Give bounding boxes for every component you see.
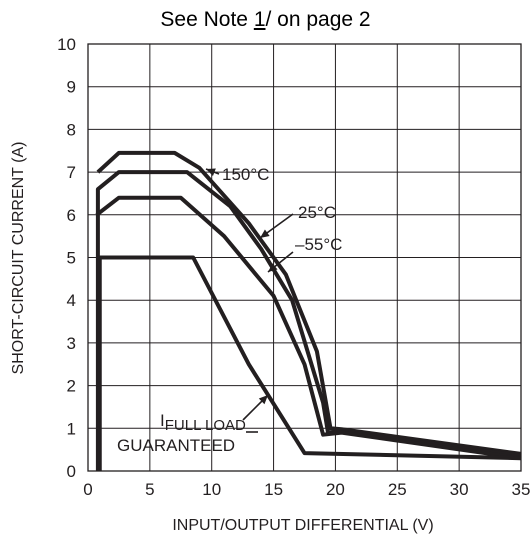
series-55-c [95, 195, 522, 461]
y-tick-label: 3 [67, 334, 76, 353]
x-axis-label: INPUT/OUTPUT DIFFERENTIAL (V) [172, 517, 433, 534]
x-tick-label: 10 [202, 480, 221, 499]
label-ifull-load: IFULL LOAD [160, 411, 246, 434]
chart-note: See Note 1/ on page 2 [0, 8, 531, 32]
series-ifull-load-guaranteed [97, 255, 522, 461]
label-25c: 25°C [298, 203, 336, 222]
series-150-c [96, 150, 522, 456]
arrow-25c [259, 213, 294, 239]
x-tick-label: 20 [326, 480, 345, 499]
y-tick-label: 0 [67, 462, 76, 481]
x-tick-label: 15 [264, 480, 283, 499]
y-axis-label: SHORT-CIRCUIT CURRENT (A) [10, 142, 27, 375]
label-150c: 150°C [222, 165, 269, 184]
arrow-ifull [242, 394, 269, 421]
x-tick-label: 30 [450, 480, 469, 499]
annotations: 150°C 25°C –55°C IFULL LOAD GUARANTEED [117, 165, 342, 455]
y-tick-label: 4 [67, 291, 76, 310]
y-tick-label: 1 [67, 419, 76, 438]
series-curves [95, 150, 522, 471]
plot-frame [87, 43, 522, 472]
x-tick-label: 25 [388, 480, 407, 499]
x-tick-label: 0 [83, 480, 92, 499]
y-tick-label: 7 [67, 163, 76, 182]
arrow-minus55c [267, 251, 294, 273]
y-tick-label: 9 [67, 78, 76, 97]
label-guaranteed: GUARANTEED [117, 436, 235, 455]
y-tick-label: 5 [67, 249, 76, 268]
y-tick-label: 2 [67, 377, 76, 396]
label-minus55c: –55°C [295, 235, 342, 254]
note-number: 1 [253, 8, 266, 31]
x-tick-label: 5 [145, 480, 154, 499]
x-tick-label: 35 [512, 480, 531, 499]
ifull-main: I [160, 411, 165, 430]
y-tick-label: 8 [67, 120, 76, 139]
y-tick-label: 10 [57, 35, 76, 54]
tick-labels: 0 5 10 15 20 25 30 35 0 1 2 3 4 5 6 7 8 9 10 [57, 35, 530, 499]
note-prefix: See Note [160, 8, 254, 31]
y-tick-label: 6 [67, 206, 76, 225]
arrow-150c [205, 168, 220, 176]
note-suffix: / on page 2 [265, 8, 371, 31]
ifull-sub: FULL LOAD [165, 417, 246, 434]
